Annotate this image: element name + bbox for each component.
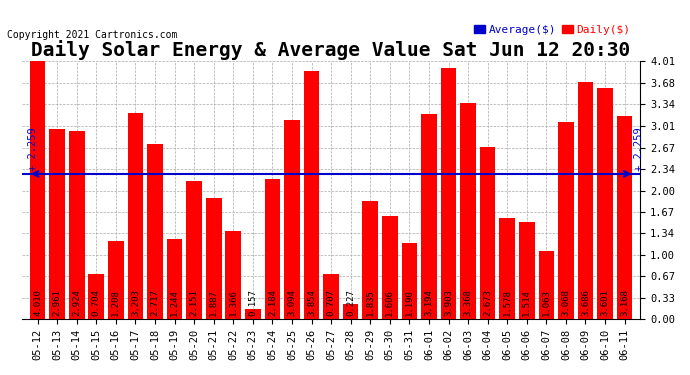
Text: 3.068: 3.068 — [562, 289, 571, 316]
Text: 1.366: 1.366 — [229, 289, 238, 316]
Bar — [617, 116, 633, 319]
Text: 3.368: 3.368 — [464, 289, 473, 316]
Text: 4.010: 4.010 — [33, 289, 42, 316]
Bar — [343, 304, 359, 319]
Bar — [460, 103, 476, 319]
Bar — [88, 274, 104, 319]
Text: 0.704: 0.704 — [92, 289, 101, 316]
Legend: Average($), Daily($): Average($), Daily($) — [470, 21, 635, 39]
Text: 3.203: 3.203 — [131, 289, 140, 316]
Bar — [480, 147, 495, 319]
Bar — [128, 113, 144, 319]
Text: 1.063: 1.063 — [542, 289, 551, 316]
Bar — [167, 239, 182, 319]
Text: 1.208: 1.208 — [111, 289, 120, 316]
Bar — [362, 201, 378, 319]
Bar — [69, 131, 84, 319]
Text: 1.887: 1.887 — [209, 289, 218, 316]
Text: + 2.259: + 2.259 — [634, 127, 644, 171]
Bar — [323, 274, 339, 319]
Text: 0.227: 0.227 — [346, 289, 355, 316]
Bar — [598, 88, 613, 319]
Bar — [558, 122, 574, 319]
Bar — [578, 82, 593, 319]
Text: 2.717: 2.717 — [150, 289, 159, 316]
Bar — [147, 144, 163, 319]
Text: 3.854: 3.854 — [307, 289, 316, 316]
Bar — [284, 120, 299, 319]
Bar — [441, 68, 456, 319]
Text: 1.578: 1.578 — [503, 289, 512, 316]
Text: 1.514: 1.514 — [522, 289, 531, 316]
Bar — [304, 72, 319, 319]
Text: 3.601: 3.601 — [600, 289, 609, 316]
Text: 0.707: 0.707 — [326, 289, 335, 316]
Bar — [30, 62, 46, 319]
Bar — [538, 251, 554, 319]
Text: 2.184: 2.184 — [268, 289, 277, 316]
Text: 2.151: 2.151 — [190, 289, 199, 316]
Bar — [500, 217, 515, 319]
Text: 3.194: 3.194 — [424, 289, 433, 316]
Text: 1.244: 1.244 — [170, 289, 179, 316]
Text: 0.157: 0.157 — [248, 289, 257, 316]
Text: 3.168: 3.168 — [620, 289, 629, 316]
Bar — [108, 242, 124, 319]
Text: 1.835: 1.835 — [366, 289, 375, 316]
Bar — [206, 198, 221, 319]
Bar — [421, 114, 437, 319]
Bar — [245, 309, 261, 319]
Text: 2.961: 2.961 — [52, 289, 61, 316]
Text: 1.190: 1.190 — [405, 289, 414, 316]
Bar — [402, 243, 417, 319]
Title: Daily Solar Energy & Average Value Sat Jun 12 20:30: Daily Solar Energy & Average Value Sat J… — [32, 40, 631, 60]
Text: Copyright 2021 Cartronics.com: Copyright 2021 Cartronics.com — [7, 30, 177, 40]
Bar — [226, 231, 241, 319]
Text: + 2.259: + 2.259 — [28, 127, 38, 171]
Bar — [519, 222, 535, 319]
Bar — [186, 181, 202, 319]
Bar — [49, 129, 65, 319]
Text: 3.686: 3.686 — [581, 289, 590, 316]
Text: 1.606: 1.606 — [385, 289, 394, 316]
Text: 2.924: 2.924 — [72, 289, 81, 316]
Bar — [382, 216, 397, 319]
Text: 3.903: 3.903 — [444, 289, 453, 316]
Bar — [264, 179, 280, 319]
Text: 3.094: 3.094 — [288, 289, 297, 316]
Text: 2.673: 2.673 — [483, 289, 492, 316]
